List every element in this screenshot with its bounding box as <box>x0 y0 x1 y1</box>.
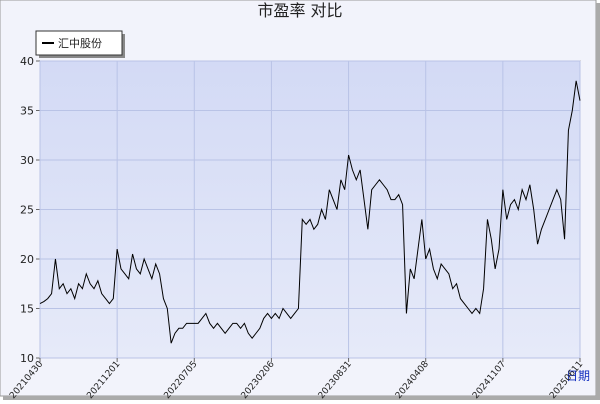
data-line <box>39 80 581 344</box>
legend-label: 汇中股份 <box>58 37 102 50</box>
y-tick-label: 15 <box>20 303 34 316</box>
x-axis-label: 日期 <box>566 369 590 383</box>
y-tick-label: 30 <box>20 154 34 167</box>
frame-shadow <box>3 396 600 400</box>
legend: 汇中股份 <box>35 30 125 58</box>
frame-shadow <box>596 3 600 400</box>
y-tick-label: 25 <box>20 204 34 217</box>
chart-title: 市盈率 对比 <box>257 1 342 20</box>
y-tick-label: 40 <box>20 55 34 68</box>
plot-area <box>36 60 581 362</box>
y-tick-label: 35 <box>20 105 34 118</box>
y-tick-label: 10 <box>20 352 34 365</box>
y-tick-label: 20 <box>20 253 34 266</box>
